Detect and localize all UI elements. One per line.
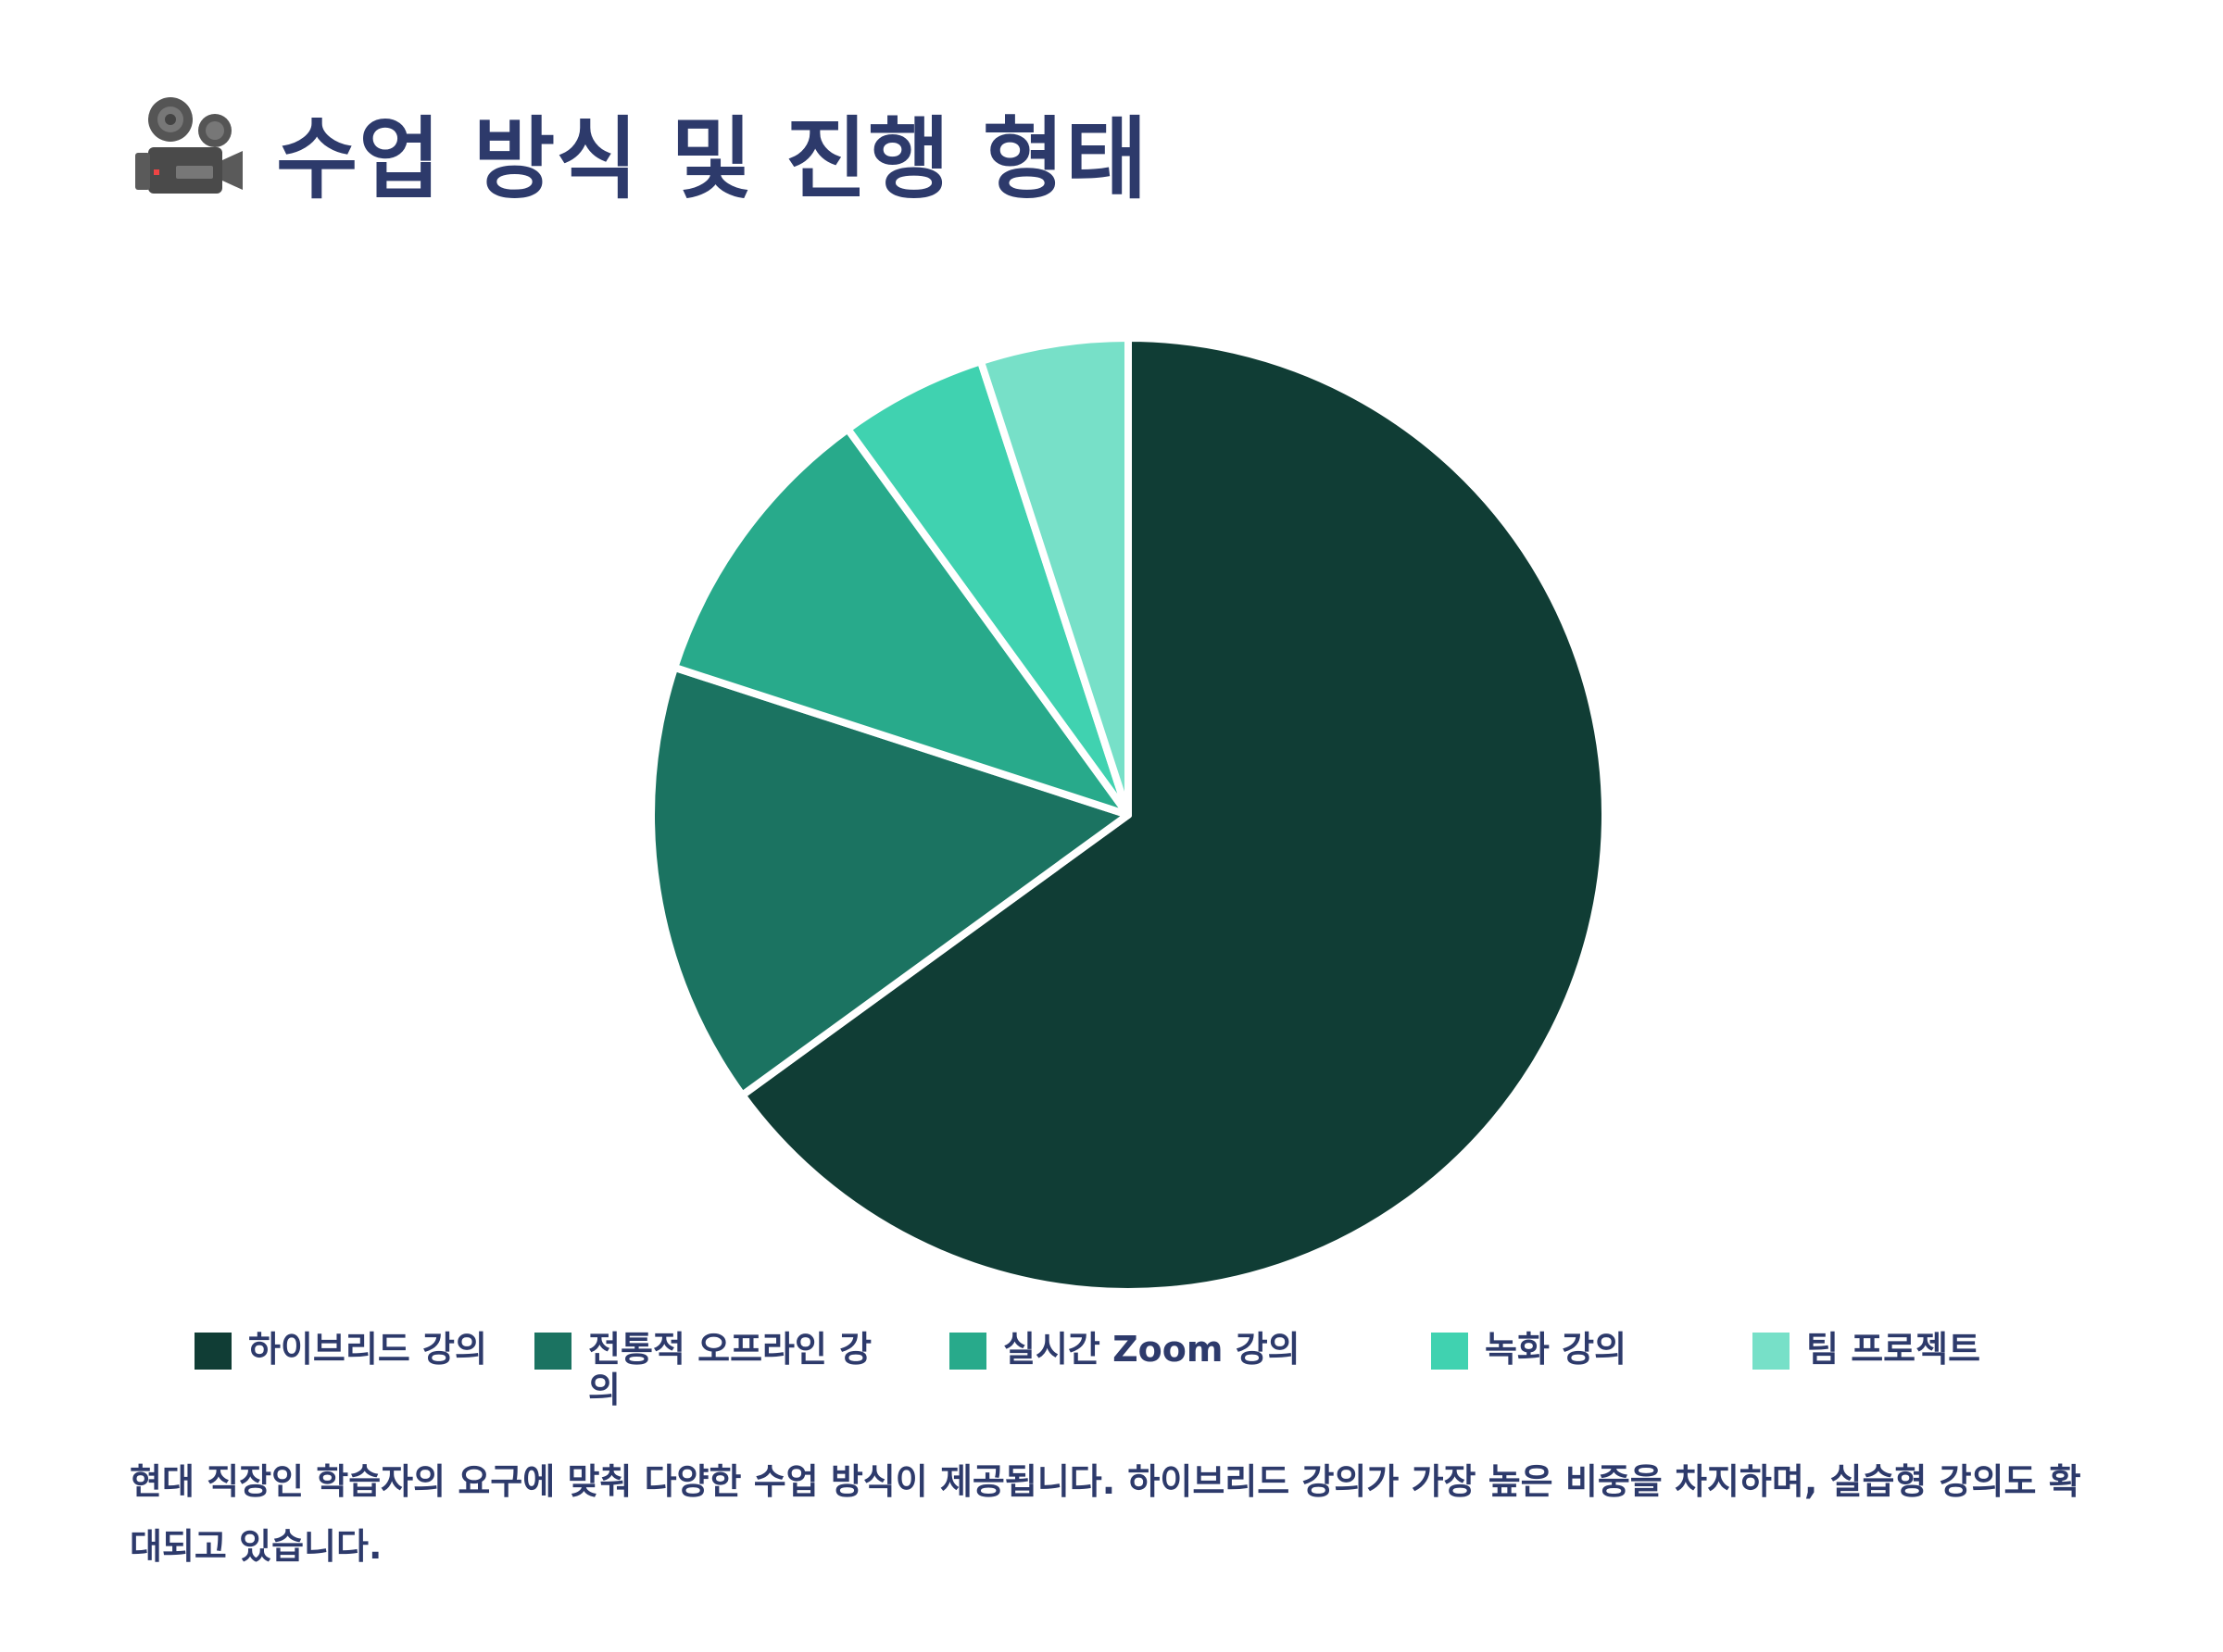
movie-camera-icon [135, 97, 243, 194]
title-row: 수업 방식 및 진행 형태 [130, 91, 1149, 211]
legend-swatch [1752, 1333, 1790, 1370]
legend-swatch [195, 1333, 232, 1370]
legend-item: 팀 프로젝트 [1752, 1329, 1980, 1370]
legend-label: 실시간 Zoom 강의 [1003, 1329, 1300, 1370]
pie-slice [976, 334, 1132, 819]
legend-label: 녹화 강의 [1485, 1329, 1627, 1370]
pie-slice [647, 663, 1132, 1099]
pie-slices [647, 334, 1609, 1295]
legend-label: 하이브리드 강의 [248, 1329, 487, 1370]
legend: 하이브리드 강의 전통적 오프라인 강의 실시간 Zoom 강의 녹화 강의 팀… [195, 1329, 2056, 1412]
chart-description: 현대 직장인 학습자의 요구에 맞춰 다양한 수업 방식이 제공됩니다. 하이브… [130, 1461, 2081, 1567]
legend-item: 하이브리드 강의 [195, 1329, 487, 1370]
legend-label: 팀 프로젝트 [1806, 1329, 1981, 1370]
legend-swatch [1431, 1333, 1468, 1370]
legend-item: 전통적 오프라인 강의 [534, 1329, 894, 1410]
legend-label: 전통적 오프라인 강의 [588, 1329, 873, 1410]
pie-slice [738, 334, 1609, 1295]
legend-swatch [534, 1333, 571, 1370]
pie-slice [671, 425, 1132, 819]
legend-item: 녹화 강의 [1431, 1329, 1626, 1370]
page-title: 수업 방식 및 진행 형태 [276, 106, 1149, 211]
legend-swatch [949, 1333, 986, 1370]
legend-item: 실시간 Zoom 강의 [949, 1329, 1300, 1370]
